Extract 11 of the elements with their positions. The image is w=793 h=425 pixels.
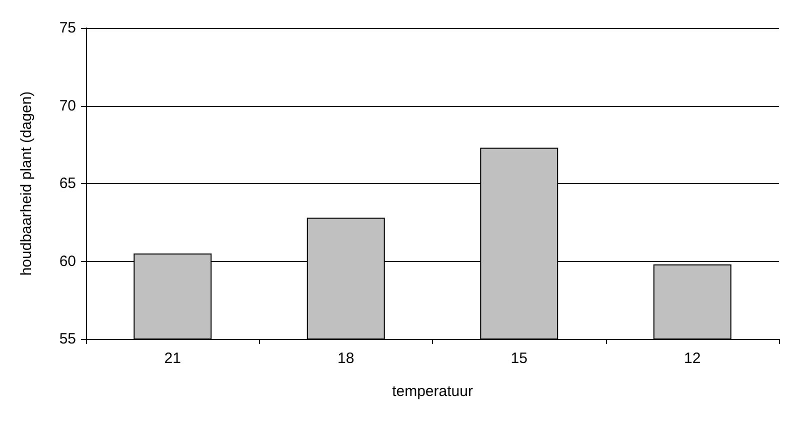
y-tick-label: 70 [59,97,76,114]
y-axis-title: houdbaarheid plant (dagen) [18,91,35,276]
x-tick-label: 15 [510,350,528,367]
x-axis-title: temperatuur [392,383,473,400]
y-tick-label: 55 [59,330,76,348]
x-tick-label: 12 [684,350,701,367]
y-tick-label: 65 [59,175,76,192]
x-tick-label: 21 [164,350,181,367]
y-tick-label: 75 [59,20,76,36]
y-tick-label: 60 [59,252,76,270]
x-tick-label: 18 [338,350,354,367]
